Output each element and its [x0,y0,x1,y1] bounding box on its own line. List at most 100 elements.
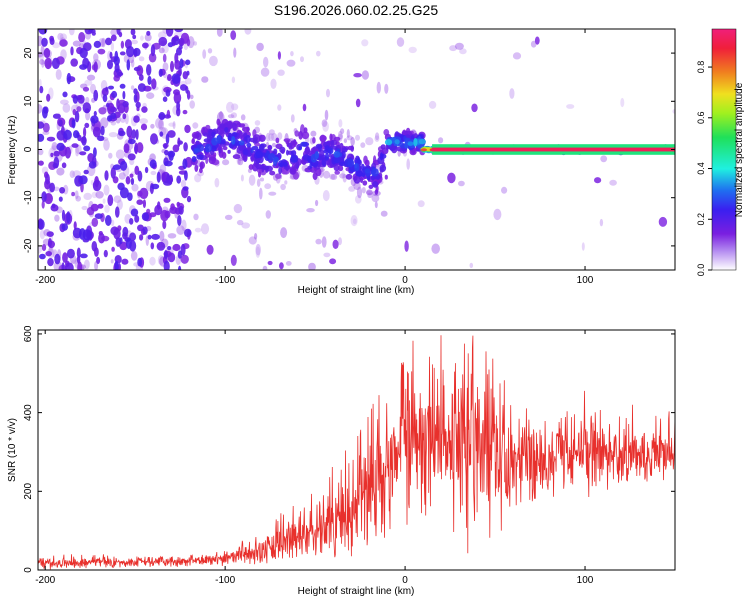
x-tick-label: -200 [35,575,55,586]
spectrogram-cell [192,122,199,129]
spectrogram-cell [301,131,310,140]
spectrogram-cell [64,262,74,270]
spectrogram-cell [115,206,120,218]
spectrogram-cell [133,88,138,95]
spectrogram-cell [126,125,133,138]
colorbar-tick-label: 0.6 [696,112,706,125]
chart-title: S196.2026.060.02.25.G25 [274,2,438,18]
spectrogram-cell [199,162,204,170]
spectrogram-cell [55,69,62,80]
spectrogram-cell [333,136,341,142]
spectrogram-cell [38,245,43,254]
spectrogram-cell [163,180,173,186]
spectrogram-cell [364,159,370,167]
spectrogram-cell [158,36,168,47]
spectrogram-cell [120,160,128,171]
spectrogram-cell [348,186,356,192]
spectrogram-cell [209,55,218,67]
spectrogram-y-label: Frequency (Hz) [7,116,18,185]
spectrogram-cell [207,48,213,54]
spectrogram-cell [501,186,508,194]
spectrogram-cell [79,64,88,70]
spectrogram-cell [240,114,246,121]
spectrogram-cell [259,143,265,151]
spectrogram-cell [245,134,251,144]
spectrogram-cell [71,118,76,129]
spectrogram-cell [566,104,575,109]
spectrogram-cell [407,141,414,146]
spectrogram-cell [91,217,99,227]
spectrogram-cell [341,170,345,179]
spectrogram-cell [355,170,363,177]
spectrogram-cell [239,140,245,146]
spectrogram-cell [142,226,148,235]
spectrogram-cell [329,173,336,180]
spectrogram-cell [150,133,158,145]
spectrogram-cell [97,48,106,55]
spectrogram-cell [322,170,331,179]
spectrogram-cell [258,134,266,142]
spectrogram-cell [242,148,249,156]
colorbar-tick-label: 0.4 [696,162,706,175]
spectrogram-cell [609,179,617,186]
spectrogram-cell [46,136,56,142]
spectrogram-cell [185,78,192,85]
spectrogram-cell [302,103,307,112]
spectrogram-cell [255,164,264,170]
spectrogram-cell [91,191,98,199]
spectrogram-cell [79,228,86,240]
x-tick-label: -100 [215,575,235,586]
spectrogram-cell [167,233,177,239]
x-tick-label: 0 [402,575,408,586]
spectrogram-cell [81,205,88,211]
spectrogram-cell [114,63,120,73]
spectrogram-cell [39,253,46,260]
spectrogram-cell [150,44,156,57]
spectrogram-cell [290,150,294,157]
spectrogram-cell [219,110,223,120]
spectrogram-cell [82,86,90,92]
spectrogram-cell [51,57,60,69]
spectrogram-cell [256,42,264,52]
spectrogram-cell [61,223,68,231]
spectrogram-cell [56,167,65,176]
spectrogram-cell [196,154,204,160]
spectrogram-cell [39,85,44,94]
spectrogram-cell [172,121,176,130]
spectrogram-cell [71,191,75,197]
spectrogram-cell [76,106,82,112]
spectrogram-cell [73,221,77,230]
spectrogram-cell [315,238,322,245]
spectrogram-cell [361,172,365,178]
spectrogram-cell [159,131,164,137]
colorbar-label: Normalized spectral amplitude [734,82,745,217]
spectrogram-cell [70,46,74,56]
spectrogram-cell [105,215,112,226]
spectrogram-cell [119,83,126,89]
spectrogram-cell [417,200,425,208]
spectrogram-cell [165,29,174,37]
spectrogram-cell [159,164,167,174]
spectrogram-cell [180,254,189,264]
spectrogram-cell [338,237,342,246]
spectrogram-cell [193,41,198,46]
spectrogram-cell [374,135,380,142]
spectrogram-cell [361,39,369,47]
spectrogram-cell [328,153,332,158]
spectrogram-cell [84,259,90,270]
spectrogram-cell [142,42,149,49]
spectrogram-cell [138,74,144,81]
spectrogram-cell [52,113,61,119]
spectrogram-cell [226,101,235,113]
spectrogram-cell [131,59,135,68]
spectrogram-cell [366,189,373,196]
spectrogram-cell [135,129,139,140]
spectrogram-cell [140,35,144,41]
spectrogram-cell [50,145,58,152]
spectrogram-cell [90,115,99,124]
spectrogram-cell [103,249,108,258]
spectrogram-cell [122,226,129,237]
spectrogram-cell [116,98,120,110]
spectrogram-cell [338,161,347,167]
